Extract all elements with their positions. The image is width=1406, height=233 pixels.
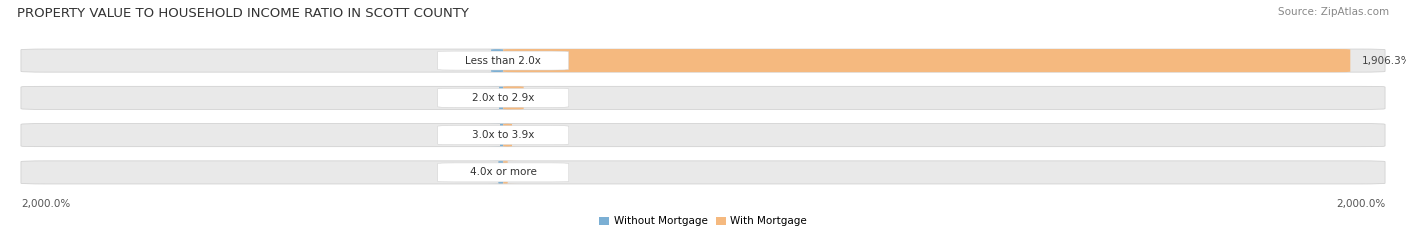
- Text: Less than 2.0x: Less than 2.0x: [465, 56, 541, 65]
- Text: 1,906.3%: 1,906.3%: [1361, 56, 1406, 65]
- Text: 2,000.0%: 2,000.0%: [1336, 199, 1385, 209]
- FancyBboxPatch shape: [21, 161, 1385, 184]
- FancyBboxPatch shape: [488, 49, 506, 72]
- FancyBboxPatch shape: [21, 123, 1385, 147]
- FancyBboxPatch shape: [437, 88, 568, 107]
- Text: PROPERTY VALUE TO HOUSEHOLD INCOME RATIO IN SCOTT COUNTY: PROPERTY VALUE TO HOUSEHOLD INCOME RATIO…: [17, 7, 468, 20]
- FancyBboxPatch shape: [21, 49, 1385, 72]
- FancyBboxPatch shape: [488, 161, 513, 184]
- FancyBboxPatch shape: [488, 86, 515, 110]
- FancyBboxPatch shape: [437, 126, 568, 145]
- Text: 2.0x to 2.9x: 2.0x to 2.9x: [472, 93, 534, 103]
- FancyBboxPatch shape: [503, 49, 1350, 72]
- Text: 3.0x to 3.9x: 3.0x to 3.9x: [472, 130, 534, 140]
- FancyBboxPatch shape: [488, 123, 515, 147]
- Text: 46.0%: 46.0%: [534, 93, 568, 103]
- FancyBboxPatch shape: [437, 163, 568, 182]
- Text: Source: ZipAtlas.com: Source: ZipAtlas.com: [1278, 7, 1389, 17]
- Text: 4.0x or more: 4.0x or more: [470, 168, 537, 177]
- Text: 10.1%: 10.1%: [519, 168, 551, 177]
- FancyBboxPatch shape: [498, 123, 517, 147]
- Text: 2,000.0%: 2,000.0%: [21, 199, 70, 209]
- FancyBboxPatch shape: [437, 51, 568, 70]
- Text: 16.9%: 16.9%: [456, 93, 488, 103]
- Text: 49.5%: 49.5%: [447, 56, 479, 65]
- Text: 19.8%: 19.8%: [523, 130, 557, 140]
- Text: 19.9%: 19.9%: [454, 168, 488, 177]
- FancyBboxPatch shape: [494, 161, 517, 184]
- FancyBboxPatch shape: [21, 86, 1385, 110]
- Legend: Without Mortgage, With Mortgage: Without Mortgage, With Mortgage: [595, 212, 811, 231]
- FancyBboxPatch shape: [503, 86, 523, 110]
- Text: 13.0%: 13.0%: [456, 130, 489, 140]
